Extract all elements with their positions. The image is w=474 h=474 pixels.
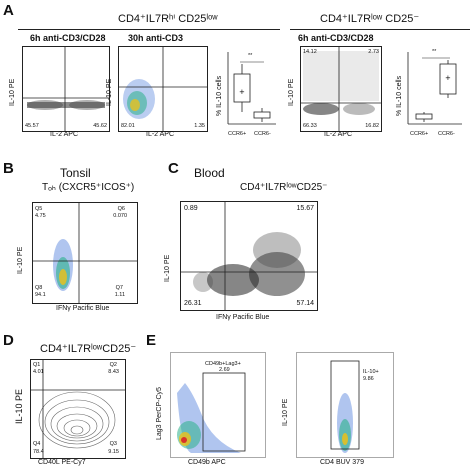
plot-b-q3-value: 94.1 [35, 292, 46, 298]
panel-b-label: B [3, 160, 14, 177]
boxplot-a2-sig: ** [432, 49, 437, 55]
boxplot-a2-svg: + [407, 52, 462, 125]
plot-b-q2-value: 0.070 [113, 213, 127, 219]
plot-d-q-ll-name: Q4 [33, 441, 41, 447]
plot-a1-ylabel: IL-10 PE [9, 78, 16, 106]
boxplot-a1-ylabel: % IL-10 cells [216, 75, 223, 116]
panel-a-label: A [3, 2, 14, 19]
plot-c-scatter [181, 202, 317, 310]
panel-d-label: D [3, 332, 14, 349]
plot-a1-xlabel: IL-2 APC [50, 131, 79, 138]
plot-a2: 82.01 1.35 [118, 46, 208, 132]
plot-b-q1-value: 4.75 [35, 213, 46, 219]
plot-b-ylabel: IL-10 PE [17, 246, 24, 274]
panel-b-title: Tonsil [60, 166, 91, 180]
plot-e2-ylabel: IL-10 PE [282, 398, 289, 426]
group2-divider [290, 29, 470, 30]
boxplot-a1: + ** [226, 52, 276, 130]
panel-c-subtitle: CD4⁺IL7RˡᵒʷCD25⁻ [240, 182, 328, 193]
plot-a2-xlabel: IL-2 APC [146, 131, 175, 138]
boxplot-a2-cat2: CCR6- [438, 131, 455, 137]
panel-b-subtitle: Tₒₕ (CXCR5⁺ICOS⁺) [42, 182, 135, 193]
plot-a3-q-ur: 2.73 [368, 49, 379, 55]
plot-d-xlabel: CD40L PE-Cy7 [38, 459, 86, 466]
plot-e1-xlabel: CD49b APC [188, 459, 226, 466]
panel-c-label: C [168, 160, 179, 177]
plot-a3-title: 6h anti-CD3/CD28 [298, 33, 374, 43]
plot-a1: 45.57 45.62 [22, 46, 110, 132]
boxplot-a2-ylabel: % IL-10 cells [396, 75, 403, 116]
plot-e1-gate-label: CD49b+Lag3+ [205, 361, 241, 367]
plot-b-q2-name: Q6 [117, 206, 125, 212]
plot-e1-density [177, 372, 246, 453]
svg-text:+: + [239, 88, 245, 96]
plot-a2-scatter [119, 47, 207, 131]
svg-text:+: + [445, 74, 451, 82]
plot-a2-q-lr: 1.35 [194, 123, 205, 129]
boxplot-a1-svg: + [227, 52, 276, 125]
group1-divider [18, 29, 280, 30]
boxplot-a1-sig: ** [248, 53, 253, 59]
plot-a1-q-ll: 45.57 [25, 123, 39, 129]
plot-c-q-ll: 26.31 [184, 300, 202, 307]
plot-a1-q-lr: 45.62 [93, 123, 107, 129]
plot-a3-q-ul: 14.12 [303, 49, 317, 55]
plot-d-q-lr-value: 9.15 [108, 449, 119, 455]
plot-e2-gate-value: 9.86 [363, 376, 374, 382]
plot-d-q-ll-value: 78.4 [33, 449, 44, 455]
plot-c-ylabel: IL-10 PE [164, 254, 171, 282]
plot-a3-q-ll: 66.33 [303, 123, 317, 129]
plot-b-xlabel: IFNγ Pacific Blue [56, 305, 110, 312]
plot-d-q-ul-value: 4.01 [33, 369, 44, 375]
plot-d: Q1 4.01 Q2 8.43 Q4 78.4 Q3 9.15 [30, 359, 126, 459]
plot-c: 0.89 15.67 26.31 57.14 [180, 201, 318, 311]
plot-a2-ylabel: IL-10 PE [106, 78, 113, 106]
plot-b-scatter [33, 203, 137, 303]
plot-e1: CD49b+Lag3+ 2.69 [170, 352, 266, 458]
plot-c-q-ul: 0.89 [184, 205, 198, 212]
boxplot-a2: + ** [406, 49, 462, 130]
plot-d-q-ul-name: Q1 [33, 362, 41, 368]
plot-a3-xlabel: IL-2 APC [324, 131, 353, 138]
plot-e2-density [330, 360, 360, 453]
plot-e1-gate-value: 2.69 [219, 367, 230, 373]
plot-b: Q5 4.75 Q6 0.070 Q8 94.1 Q7 1.11 [32, 202, 138, 304]
boxplot-a1-cat2: CCR6- [254, 131, 271, 137]
plot-e2-gate-label: IL-10+ [363, 369, 379, 375]
plot-b-q4-name: Q7 [115, 285, 123, 291]
group2-title: CD4⁺IL7Rˡᵒʷ CD25⁻ [320, 13, 420, 25]
panel-c-title: Blood [194, 166, 225, 180]
plot-c-q-lr: 57.14 [296, 300, 314, 307]
plot-d-q-lr-name: Q3 [109, 441, 117, 447]
plot-a3-q-lr: 16.82 [365, 123, 379, 129]
plot-d-ylabel: IL-10 PE [14, 388, 24, 424]
plot-a3: 14.12 2.73 66.33 16.82 [300, 46, 382, 132]
plot-b-q1-name: Q5 [35, 206, 43, 212]
panel-e-label: E [146, 332, 157, 349]
plot-d-q-ur-value: 8.43 [108, 369, 119, 375]
boxplot-a1-cat1: CCR6+ [228, 131, 247, 137]
boxplot-a2-cat1: CCR6+ [410, 131, 429, 137]
plot-e2: IL-10+ 9.86 [296, 352, 394, 458]
plot-e1-ylabel: Lag3 PerCP-Cy5 [156, 387, 163, 440]
plot-c-xlabel: IFNγ Pacific Blue [216, 314, 270, 321]
plot-a2-q-ll: 82.01 [121, 123, 135, 129]
plot-a1-title: 6h anti-CD3/CD28 [30, 33, 106, 43]
panel-d-title: CD4⁺IL7RˡᵒʷCD25⁻ [40, 343, 137, 355]
plot-d-contour [31, 360, 125, 458]
group1-title: CD4⁺IL7Rʰⁱ CD25ˡᵒʷ [118, 13, 218, 25]
plot-a3-scatter [301, 47, 381, 131]
plot-d-q-ur-name: Q2 [109, 362, 117, 368]
plot-b-q3-name: Q8 [35, 285, 43, 291]
plot-a1-scatter [23, 47, 109, 131]
plot-b-q4-value: 1.11 [114, 292, 125, 298]
plot-a3-ylabel: IL-10 PE [288, 78, 295, 106]
plot-c-q-ur: 15.67 [296, 205, 314, 212]
plot-a2-title: 30h anti-CD3 [128, 33, 184, 43]
plot-e2-xlabel: CD4 BUV 379 [320, 459, 364, 466]
